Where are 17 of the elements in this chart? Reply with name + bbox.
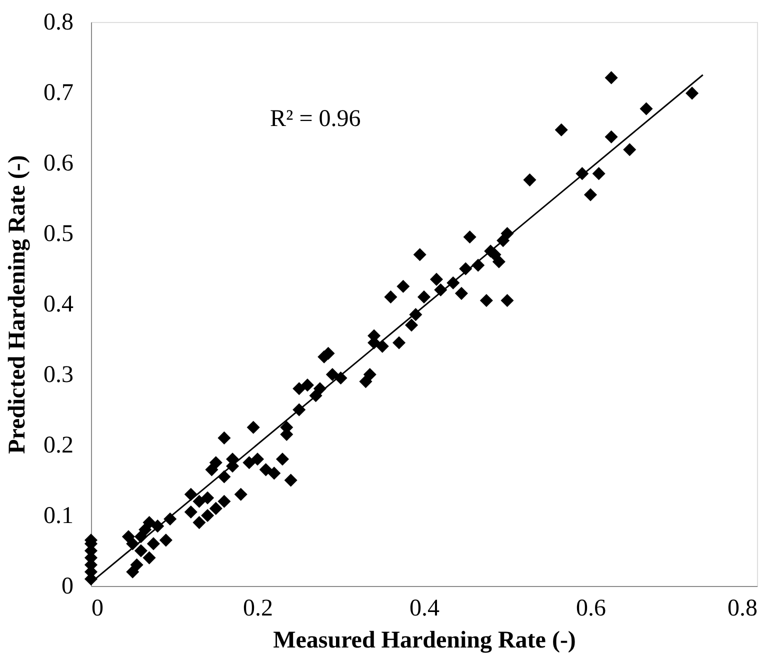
x-tick-label: 0.4 xyxy=(410,596,440,622)
y-tick-label: 0.8 xyxy=(44,10,74,36)
y-tick-label: 0.6 xyxy=(44,150,74,176)
x-tick-label: 0 xyxy=(92,596,104,622)
y-tick-label: 0.3 xyxy=(44,362,74,388)
x-tick-label: 0.8 xyxy=(728,596,758,622)
y-tick-label: 0.2 xyxy=(44,432,74,458)
y-tick-label: 0.5 xyxy=(44,221,74,247)
x-tick-label: 0.2 xyxy=(243,596,273,622)
y-axis-title: Predicted Hardening Rate (-) xyxy=(4,155,30,454)
y-tick-label: 0 xyxy=(62,574,74,600)
annotation: R² = 0.96 xyxy=(270,106,361,132)
y-tick-label: 0.4 xyxy=(44,292,74,318)
y-tick-label: 0.7 xyxy=(44,80,74,106)
x-tick-label: 0.6 xyxy=(576,596,606,622)
y-tick-label: 0.1 xyxy=(44,503,74,529)
x-axis-title: Measured Hardening Rate (-) xyxy=(273,628,576,654)
